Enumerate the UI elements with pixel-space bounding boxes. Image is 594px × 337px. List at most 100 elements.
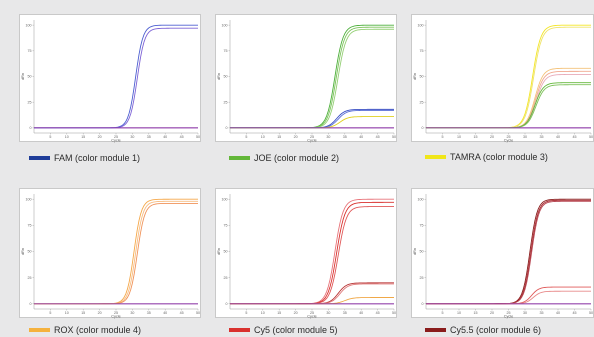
y-tick-label: 75 xyxy=(28,49,32,53)
y-tick-label: 0 xyxy=(422,302,424,306)
x-tick-label: 45 xyxy=(376,135,380,139)
x-tick-label: 45 xyxy=(573,135,577,139)
x-tick-label: 40 xyxy=(163,135,167,139)
legend-label: FAM (color module 1) xyxy=(54,153,141,163)
x-tick-label: 5 xyxy=(49,311,51,315)
chart-panel-tamra: 0 25 50 75 100 5 10 15 20 25 30 35 40 45 50 Cycle dRn xyxy=(411,14,594,143)
amplification-curve xyxy=(230,108,394,129)
y-axis-label: dRn xyxy=(413,73,417,80)
y-tick-label: 75 xyxy=(420,224,424,228)
legend-swatch xyxy=(29,328,50,332)
x-tick-label: 35 xyxy=(147,311,151,315)
legend-swatch xyxy=(425,155,446,159)
amplification-curve xyxy=(34,24,198,129)
y-tick-label: 25 xyxy=(420,100,424,104)
chart-panel-fam: 0 25 50 75 100 5 10 15 20 25 30 35 40 45 50 Cycle dRn xyxy=(19,14,201,143)
x-tick-label: 10 xyxy=(457,311,461,315)
x-tick-label: 5 xyxy=(442,311,444,315)
amplification-curve xyxy=(426,198,591,305)
y-axis-label: dRn xyxy=(21,248,25,255)
y-tick-label: 75 xyxy=(224,224,228,228)
x-tick-label: 25 xyxy=(507,311,511,315)
chart-svg: 0 25 50 75 100 5 10 15 20 25 30 35 40 45 50 Cycle dRn xyxy=(21,194,200,319)
x-tick-label: 10 xyxy=(457,135,461,139)
y-tick-label: 75 xyxy=(224,49,228,53)
x-tick-label: 5 xyxy=(442,135,444,139)
legend-swatch xyxy=(229,328,250,332)
x-tick-label: 20 xyxy=(98,311,102,315)
x-tick-label: 50 xyxy=(196,135,200,139)
x-tick-label: 50 xyxy=(589,135,593,139)
amplification-curve xyxy=(34,200,198,305)
x-tick-label: 30 xyxy=(130,135,134,139)
x-tick-label: 30 xyxy=(523,135,527,139)
y-tick-label: 25 xyxy=(28,276,32,280)
y-tick-label: 100 xyxy=(418,197,424,201)
x-tick-label: 10 xyxy=(65,135,69,139)
x-axis-label: Cycle xyxy=(307,315,317,319)
y-tick-label: 0 xyxy=(30,126,32,130)
y-tick-label: 75 xyxy=(420,49,424,53)
x-tick-label: 25 xyxy=(114,311,118,315)
x-axis-label: Cycle xyxy=(307,139,317,143)
amplification-curve xyxy=(34,202,198,305)
legend-label: JOE (color module 2) xyxy=(254,153,340,163)
x-tick-label: 15 xyxy=(474,311,478,315)
x-tick-label: 15 xyxy=(81,135,85,139)
x-tick-label: 45 xyxy=(180,311,184,315)
legend-swatch xyxy=(229,156,250,160)
x-tick-label: 40 xyxy=(556,135,560,139)
x-tick-label: 15 xyxy=(81,311,85,315)
x-tick-label: 40 xyxy=(359,311,363,315)
x-tick-label: 40 xyxy=(359,135,363,139)
amplification-curve xyxy=(34,198,198,305)
x-tick-label: 50 xyxy=(392,135,396,139)
chart-svg: 0 25 50 75 100 5 10 15 20 25 30 35 40 45 50 Cycle dRn xyxy=(21,20,200,143)
x-tick-label: 15 xyxy=(277,311,281,315)
x-tick-label: 30 xyxy=(326,311,330,315)
amplification-curve xyxy=(426,200,591,305)
y-tick-label: 25 xyxy=(224,276,228,280)
y-axis-label: dRn xyxy=(217,73,221,80)
amplification-curve xyxy=(426,24,591,129)
amplification-curve xyxy=(230,26,394,129)
amplification-curve xyxy=(230,206,394,305)
x-tick-label: 20 xyxy=(490,311,494,315)
x-tick-label: 35 xyxy=(540,311,544,315)
x-tick-label: 15 xyxy=(474,135,478,139)
amplification-curve xyxy=(230,297,394,305)
amplification-curve xyxy=(426,67,591,129)
y-tick-label: 0 xyxy=(30,302,32,306)
x-tick-label: 45 xyxy=(180,135,184,139)
x-tick-label: 5 xyxy=(245,311,247,315)
x-axis-label: Cycle xyxy=(504,139,514,143)
y-tick-label: 100 xyxy=(418,23,424,27)
x-axis-label: Cycle xyxy=(111,315,121,319)
legend-label: Cy5 (color module 5) xyxy=(254,325,338,335)
chart-panel-joe: 0 25 50 75 100 5 10 15 20 25 30 35 40 45 50 Cycle dRn xyxy=(215,14,397,143)
x-tick-label: 25 xyxy=(507,135,511,139)
x-tick-label: 10 xyxy=(261,135,265,139)
amplification-curve xyxy=(230,283,394,305)
chart-panel-cy5: 0 25 50 75 100 5 10 15 20 25 30 35 40 45 50 Cycle dRn xyxy=(215,188,397,319)
x-tick-label: 35 xyxy=(147,135,151,139)
y-tick-label: 0 xyxy=(226,126,228,130)
y-axis-label: dRn xyxy=(413,248,417,255)
amplification-curve xyxy=(230,109,394,129)
x-tick-label: 50 xyxy=(589,311,593,315)
x-tick-label: 45 xyxy=(573,311,577,315)
x-tick-label: 20 xyxy=(490,135,494,139)
amplification-curve xyxy=(230,28,394,129)
x-tick-label: 20 xyxy=(98,135,102,139)
y-tick-label: 100 xyxy=(222,197,228,201)
y-tick-label: 50 xyxy=(28,250,32,254)
amplification-curve xyxy=(230,198,394,305)
x-tick-label: 30 xyxy=(326,135,330,139)
legend-swatch xyxy=(425,328,446,332)
amplification-curve xyxy=(426,199,591,305)
amplification-curve xyxy=(230,24,394,129)
y-tick-label: 25 xyxy=(420,276,424,280)
y-axis-label: dRn xyxy=(217,248,221,255)
chart-svg: 0 25 50 75 100 5 10 15 20 25 30 35 40 45 50 Cycle dRn xyxy=(413,194,593,319)
legend-swatch xyxy=(29,156,50,160)
